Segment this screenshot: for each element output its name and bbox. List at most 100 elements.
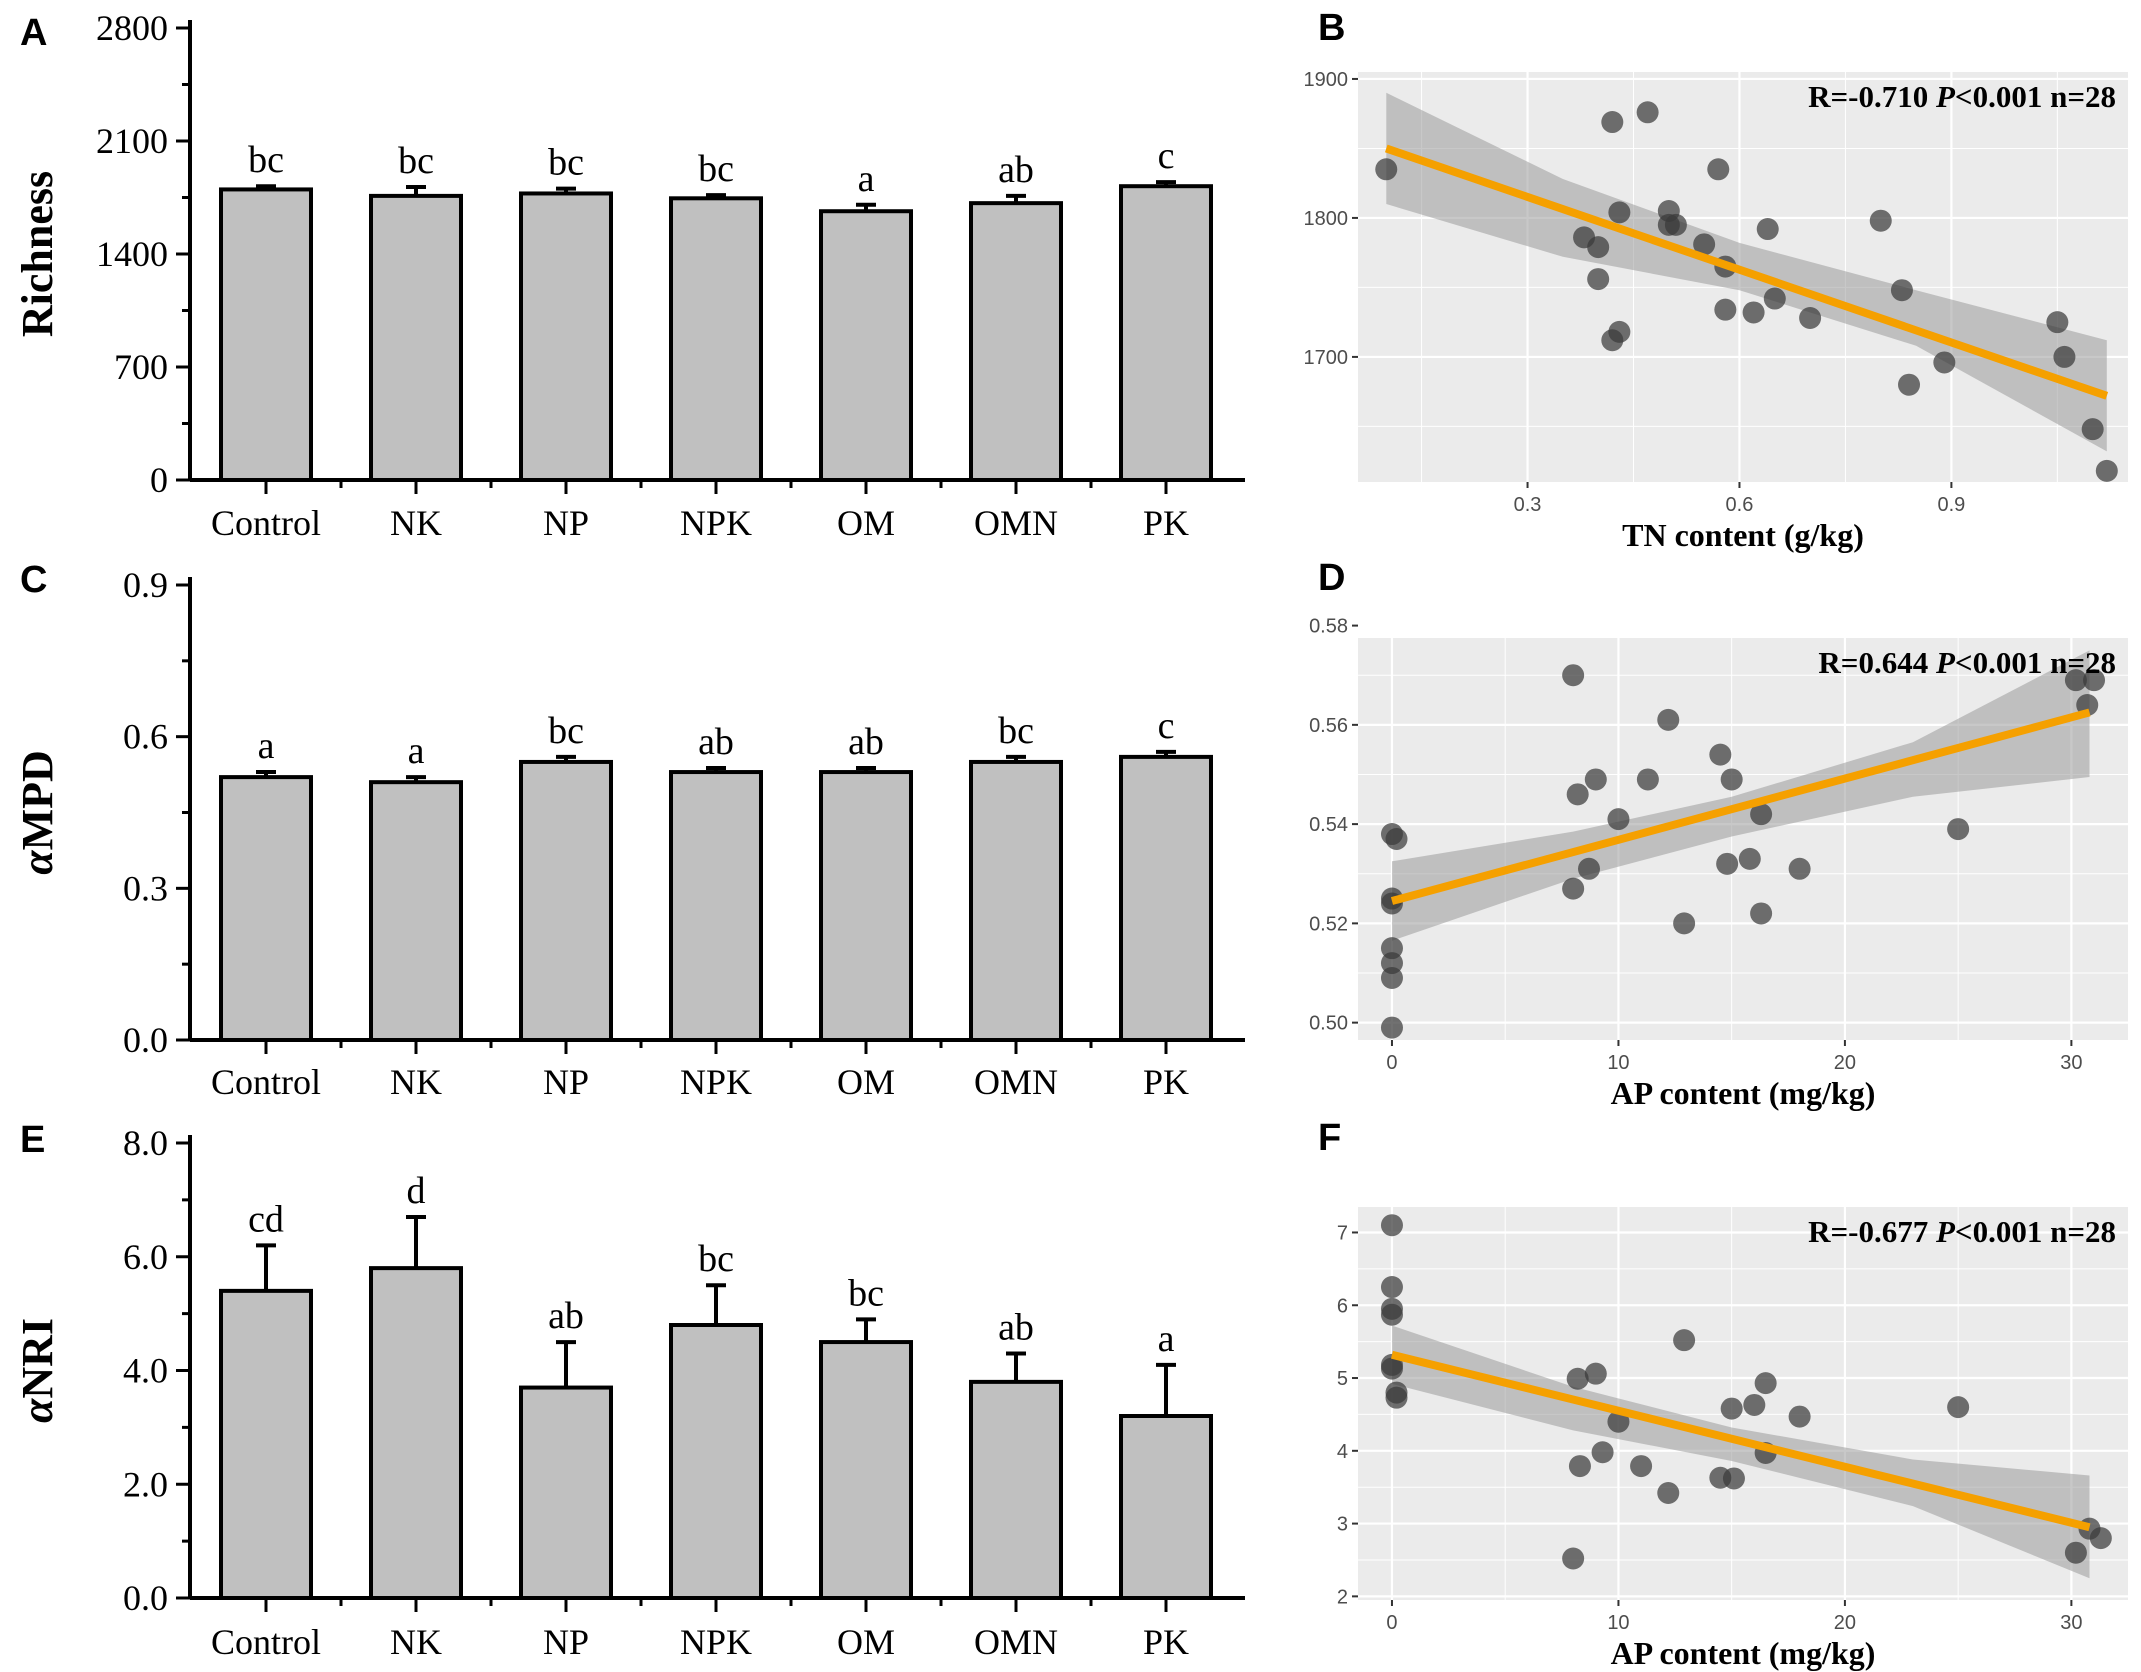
y-tick-label: 0.54 bbox=[1309, 814, 1348, 836]
y-tick-label: 4 bbox=[1337, 1441, 1348, 1463]
data-point bbox=[1738, 847, 1761, 870]
x-tick-label: Control bbox=[211, 1062, 321, 1102]
y-tick-label: 0.50 bbox=[1309, 1013, 1348, 1035]
panel-label: F bbox=[1318, 1117, 1341, 1159]
x-tick-label: OM bbox=[837, 503, 895, 543]
x-tick-label: 0.3 bbox=[1514, 494, 1542, 516]
y-axis-label-text: Richness bbox=[13, 171, 62, 337]
panel-label: E bbox=[20, 1119, 45, 1161]
y-tick-label: 0.56 bbox=[1309, 715, 1348, 737]
panel-d: D 0 10 20 30 0.50 0.52 0.54 0.56 0.58 AP content (… bbox=[1309, 557, 2128, 1111]
y-axis-label-prefix: α bbox=[13, 850, 62, 875]
data-point bbox=[1566, 1367, 1589, 1390]
y-tick-label: 6 bbox=[1337, 1295, 1348, 1317]
x-tick-label: NP bbox=[543, 1062, 589, 1102]
significance-letter: bc bbox=[698, 1238, 734, 1280]
data-point bbox=[1763, 287, 1786, 310]
bar-omn bbox=[969, 201, 1063, 482]
data-point bbox=[1562, 1547, 1585, 1570]
bar-control bbox=[219, 775, 313, 1042]
x-tick-label: OMN bbox=[974, 1062, 1058, 1102]
data-point bbox=[1657, 708, 1680, 731]
data-point bbox=[1693, 233, 1716, 256]
x-tick-label: NK bbox=[390, 503, 442, 543]
regression-line bbox=[1384, 144, 2109, 400]
data-point bbox=[2053, 345, 2076, 368]
y-tick-label: 0.6 bbox=[123, 717, 168, 757]
bar-pk bbox=[1119, 754, 1213, 1043]
x-tick-label: NP bbox=[543, 503, 589, 543]
data-point bbox=[2064, 1541, 2087, 1564]
y-axis-label-text: MPD bbox=[13, 750, 62, 850]
significance-letter: bc bbox=[548, 142, 584, 184]
stats-p-symbol: P bbox=[1935, 645, 1956, 680]
x-tick-label: NPK bbox=[680, 1622, 752, 1662]
data-point bbox=[1750, 803, 1773, 826]
bar-pk bbox=[1119, 1414, 1213, 1600]
x-tick-label: PK bbox=[1143, 503, 1189, 543]
y-axis-label: αNRI bbox=[13, 1318, 62, 1423]
y-tick-label: 1400 bbox=[96, 234, 168, 274]
panel-a: A 0 700 1400 2100 2800 Richness Control bc NK bc NP… bbox=[13, 8, 1245, 543]
data-point bbox=[1380, 1276, 1403, 1299]
data-point bbox=[1714, 298, 1737, 321]
data-point bbox=[1716, 852, 1739, 875]
x-tick-label: NK bbox=[390, 1622, 442, 1662]
regression-line bbox=[1391, 1350, 2091, 1532]
data-point bbox=[2064, 669, 2087, 692]
significance-letter: a bbox=[258, 725, 275, 767]
y-tick-label: 1700 bbox=[1304, 347, 1349, 369]
data-point bbox=[1657, 1482, 1680, 1505]
data-point bbox=[1657, 213, 1680, 236]
y-tick-label: 7 bbox=[1337, 1222, 1348, 1244]
bar-om bbox=[819, 1340, 913, 1600]
data-point bbox=[1707, 158, 1730, 181]
bar-nk bbox=[369, 1266, 463, 1600]
x-tick-label: Control bbox=[211, 1622, 321, 1662]
panel-label: B bbox=[1318, 7, 1345, 49]
x-tick-label: NK bbox=[390, 1062, 442, 1102]
stats-p-value: <0.001 n=28 bbox=[1955, 645, 2116, 680]
data-point bbox=[1380, 1016, 1403, 1039]
data-point bbox=[2095, 459, 2118, 482]
bar-npk bbox=[669, 196, 763, 483]
data-point bbox=[1584, 1362, 1607, 1385]
significance-letter: a bbox=[858, 158, 875, 200]
stats-annotation: R=-0.710 P<0.001 n=28 bbox=[1808, 79, 2116, 114]
data-point bbox=[1947, 1396, 1970, 1419]
x-tick-label: 0 bbox=[1386, 1612, 1397, 1634]
data-point bbox=[1788, 1405, 1811, 1428]
data-point bbox=[1750, 902, 1773, 925]
bar-omn bbox=[969, 1379, 1063, 1600]
stats-annotation: R=0.644 P<0.001 n=28 bbox=[1818, 645, 2116, 680]
significance-letter: c bbox=[1158, 705, 1175, 747]
bar-control bbox=[219, 1288, 313, 1600]
y-tick-label: 8.0 bbox=[123, 1123, 168, 1163]
plot-content bbox=[1375, 92, 2118, 482]
x-tick-label: 30 bbox=[2060, 1052, 2082, 1074]
y-tick-label: 2 bbox=[1337, 1586, 1348, 1608]
significance-letter: bc bbox=[698, 148, 734, 190]
data-point bbox=[1722, 1467, 1745, 1490]
data-point bbox=[1568, 1455, 1591, 1478]
data-point bbox=[1636, 101, 1659, 124]
data-point bbox=[1673, 1329, 1696, 1352]
x-tick-label: 30 bbox=[2060, 1612, 2082, 1634]
bar-om bbox=[819, 209, 913, 482]
significance-letter: a bbox=[408, 730, 425, 772]
significance-letter: ab bbox=[848, 721, 884, 763]
panel-label: D bbox=[1318, 557, 1345, 599]
bar-om bbox=[819, 770, 913, 1042]
panel-label: A bbox=[20, 12, 47, 54]
y-tick-label: 6.0 bbox=[123, 1237, 168, 1277]
data-point bbox=[1709, 743, 1732, 766]
data-point bbox=[2083, 669, 2106, 692]
data-point bbox=[1720, 1397, 1743, 1420]
data-point bbox=[1601, 329, 1624, 352]
panel-f: F 0 10 20 30 2 3 4 5 6 7 AP content (mg/kg) R=-0.677… bbox=[1318, 1117, 2128, 1671]
data-point bbox=[1587, 268, 1610, 291]
x-tick-label: Control bbox=[211, 503, 321, 543]
y-tick-label: 4.0 bbox=[123, 1351, 168, 1391]
significance-letter: ab bbox=[998, 149, 1034, 191]
